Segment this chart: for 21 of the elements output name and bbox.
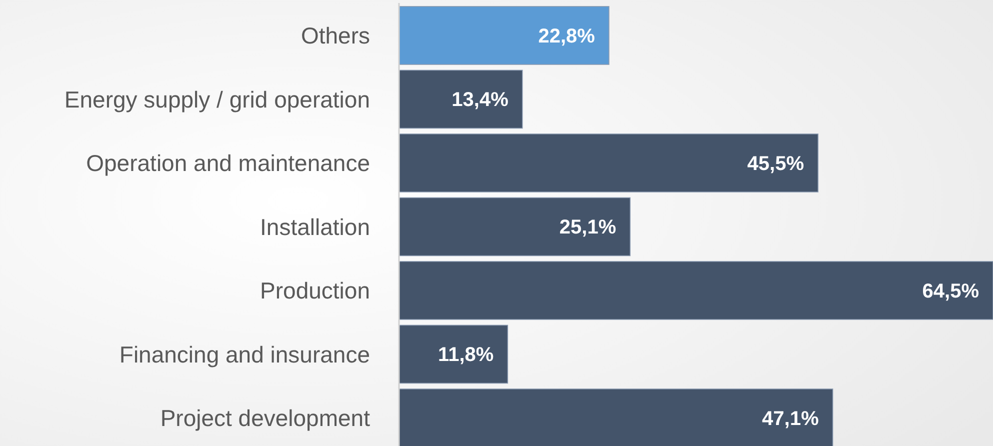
bar: [398, 197, 631, 256]
y-tick-label: Operation and maintenance: [86, 150, 370, 176]
y-tick-label: Energy supply / grid operation: [64, 86, 370, 112]
data-label: 13,4%: [452, 89, 509, 112]
y-tick-label: Others: [300, 22, 370, 49]
data-label: 22,8%: [538, 25, 596, 48]
data-label: 45,5%: [747, 152, 804, 175]
y-tick-label: Financing and insurance: [119, 341, 370, 368]
y-tick-label: Project development: [160, 405, 371, 432]
data-label: 47,1%: [762, 408, 819, 430]
data-label: 25,1%: [559, 216, 616, 239]
y-tick-label: Production: [260, 278, 370, 304]
bar: [398, 134, 818, 192]
bar: [398, 70, 523, 129]
bar: [398, 261, 993, 320]
data-label: 11,8%: [438, 344, 494, 366]
bar: [398, 6, 610, 65]
bar: [398, 388, 834, 446]
bar: [398, 324, 508, 384]
data-label: 64,5%: [922, 280, 980, 302]
y-tick-label: Installation: [260, 214, 370, 240]
